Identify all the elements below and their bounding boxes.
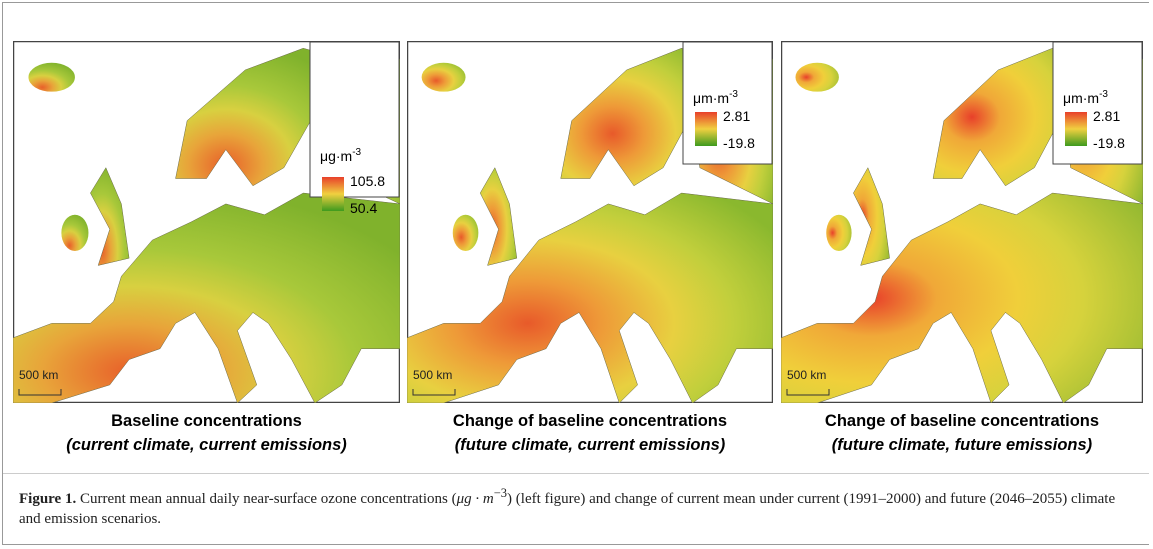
scale-label: 500 km xyxy=(19,368,58,382)
map: μg·m-3 105.8 50.4 500 km xyxy=(13,41,400,403)
map-panel: μm·m-3 2.81 -19.8 500 km xyxy=(407,41,773,403)
land xyxy=(61,215,88,251)
subtitle: (future climate, future emissions) xyxy=(781,433,1143,457)
map-panel: μg·m-3 105.8 50.4 500 km xyxy=(13,41,400,403)
unit-exp: -3 xyxy=(1099,89,1108,100)
separator xyxy=(3,473,1149,474)
unit: μg·m xyxy=(320,148,352,164)
figure: μg·m-3105.850.4500 kmBaseline concentrat… xyxy=(2,2,1149,545)
caption-text: Current mean annual daily near-surface o… xyxy=(80,491,457,507)
land xyxy=(422,63,466,92)
caption-unit: μg · m xyxy=(457,491,494,507)
legend-bar xyxy=(1065,112,1087,146)
panel-title: Change of baseline concentrations (future… xyxy=(781,409,1143,457)
land xyxy=(826,215,851,251)
unit-exp: -3 xyxy=(352,147,361,158)
title: Change of baseline concentrations xyxy=(825,412,1099,430)
land xyxy=(795,63,838,92)
legend-max: 2.81 xyxy=(723,108,750,124)
legend-min: -19.8 xyxy=(1093,135,1125,151)
map: μm·m-3 2.81 -19.8 500 km xyxy=(407,41,773,403)
caption-unit-exp: −3 xyxy=(494,486,507,500)
panel-title: Change of baseline concentrations (future… xyxy=(407,409,773,457)
panel-title: Baseline concentrations (current climate,… xyxy=(13,409,400,457)
legend-max: 105.8 xyxy=(350,173,385,189)
scale-label: 500 km xyxy=(787,368,826,382)
title: Baseline concentrations xyxy=(111,412,302,430)
legend-bar xyxy=(322,177,344,211)
unit-exp: -3 xyxy=(729,89,738,100)
land xyxy=(453,215,479,251)
unit: μm·m xyxy=(693,90,729,106)
map: μm·m-3 2.81 -19.8 500 km xyxy=(781,41,1143,403)
legend-max: 2.81 xyxy=(1093,108,1120,124)
land xyxy=(28,63,74,92)
caption: Figure 1. Current mean annual daily near… xyxy=(19,483,1129,529)
subtitle: (current climate, current emissions) xyxy=(13,433,400,457)
legend-min: 50.4 xyxy=(350,200,377,216)
subtitle: (future climate, current emissions) xyxy=(407,433,773,457)
map-panel: μm·m-3 2.81 -19.8 500 km xyxy=(781,41,1143,403)
legend-bar xyxy=(695,112,717,146)
unit: μm·m xyxy=(1063,90,1099,106)
caption-label: Figure 1. xyxy=(19,491,76,507)
title: Change of baseline concentrations xyxy=(453,412,727,430)
legend-min: -19.8 xyxy=(723,135,755,151)
scale-label: 500 km xyxy=(413,368,452,382)
